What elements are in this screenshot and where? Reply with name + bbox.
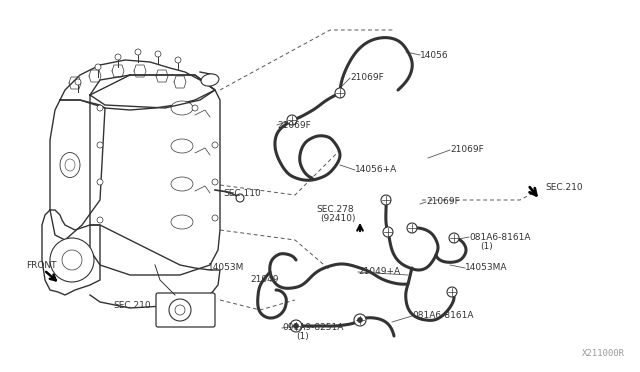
Circle shape (212, 142, 218, 148)
Polygon shape (60, 60, 215, 110)
Circle shape (290, 320, 302, 332)
Circle shape (50, 238, 94, 282)
Text: 081A6-8161A: 081A6-8161A (469, 232, 531, 241)
Circle shape (97, 217, 103, 223)
Circle shape (169, 299, 191, 321)
Text: 21049+A: 21049+A (358, 267, 400, 276)
Circle shape (383, 227, 393, 237)
Text: 14056+A: 14056+A (355, 166, 397, 174)
Circle shape (115, 54, 121, 60)
Circle shape (97, 142, 103, 148)
Text: X211000R: X211000R (582, 349, 625, 358)
Circle shape (449, 233, 459, 243)
Ellipse shape (201, 74, 219, 86)
Text: 21069F: 21069F (277, 121, 311, 129)
Circle shape (95, 64, 101, 70)
Circle shape (97, 179, 103, 185)
Text: (92410): (92410) (320, 214, 355, 222)
Circle shape (335, 88, 345, 98)
Text: 21069F: 21069F (450, 145, 484, 154)
Text: 091A9-8251A: 091A9-8251A (282, 324, 344, 333)
Text: 081A6-8161A: 081A6-8161A (412, 311, 474, 321)
Ellipse shape (171, 139, 193, 153)
Text: SEC.278: SEC.278 (316, 205, 354, 215)
Circle shape (287, 115, 297, 125)
Circle shape (355, 315, 365, 325)
Circle shape (447, 287, 457, 297)
Polygon shape (50, 100, 105, 240)
Circle shape (407, 223, 417, 233)
Circle shape (62, 250, 82, 270)
Circle shape (75, 79, 81, 85)
Text: SEC.210: SEC.210 (113, 301, 150, 311)
Ellipse shape (65, 159, 75, 171)
FancyBboxPatch shape (156, 293, 215, 327)
Text: 14053M: 14053M (208, 263, 244, 273)
Circle shape (291, 321, 301, 331)
Text: SEC.210: SEC.210 (545, 183, 582, 192)
Text: 14056: 14056 (420, 51, 449, 60)
Ellipse shape (171, 177, 193, 191)
Circle shape (354, 314, 366, 326)
Text: 21049: 21049 (250, 276, 278, 285)
Circle shape (358, 317, 362, 323)
Ellipse shape (171, 215, 193, 229)
Circle shape (97, 105, 103, 111)
Circle shape (192, 105, 198, 111)
Circle shape (175, 57, 181, 63)
Text: (1): (1) (296, 333, 308, 341)
Circle shape (155, 51, 161, 57)
Circle shape (212, 179, 218, 185)
Ellipse shape (171, 101, 193, 115)
Circle shape (175, 305, 185, 315)
Ellipse shape (60, 153, 80, 177)
Text: 21069F: 21069F (350, 74, 384, 83)
Text: SEC.110: SEC.110 (223, 189, 260, 199)
Polygon shape (42, 210, 100, 295)
Circle shape (135, 49, 141, 55)
Circle shape (381, 195, 391, 205)
Circle shape (212, 215, 218, 221)
Circle shape (294, 324, 298, 328)
Circle shape (236, 194, 244, 202)
Text: 14053MA: 14053MA (465, 263, 508, 273)
Text: FRONT: FRONT (26, 262, 56, 270)
Text: 21069F: 21069F (426, 198, 460, 206)
Text: (1): (1) (480, 241, 493, 250)
